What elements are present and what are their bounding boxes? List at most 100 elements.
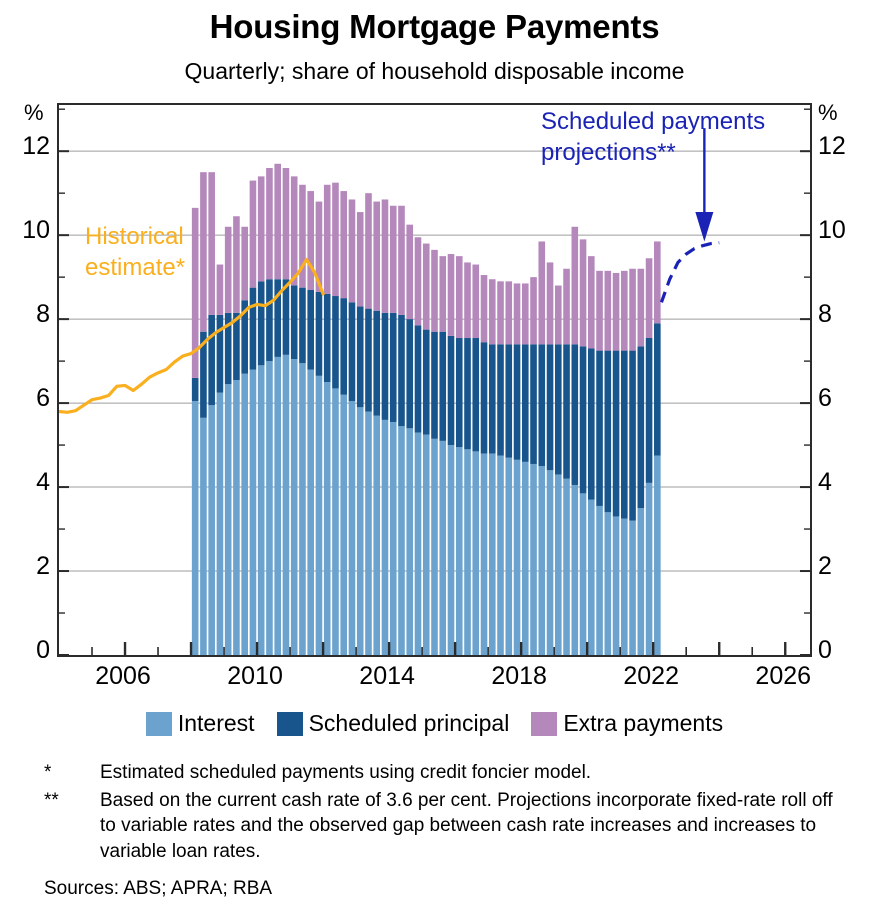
bar-scheduled-principal-53	[629, 350, 636, 521]
bar-interest-16	[323, 382, 331, 655]
bar-extra-payments-13	[299, 184, 306, 288]
bar-scheduled-principal-35	[480, 342, 488, 454]
bar-interest-33	[464, 449, 471, 655]
bar-interest-32	[455, 447, 463, 655]
bar-extra-payments-21	[365, 193, 372, 309]
bar-extra-payments-31	[447, 254, 455, 336]
page-title: Housing Mortgage Payments	[209, 8, 660, 45]
bar-extra-payments-18	[340, 191, 348, 299]
legend-item-scheduled-principal[interactable]: Scheduled principal	[276, 710, 510, 737]
historical-estimate-line	[59, 257, 325, 414]
bar-extra-payments-16	[323, 184, 331, 294]
bar-extra-payments-27	[414, 237, 422, 326]
bar-scheduled-principal-56	[654, 323, 661, 456]
plot-area	[57, 103, 812, 657]
bar-extra-payments-11	[282, 167, 290, 280]
projection-line	[659, 241, 720, 303]
bar-extra-payments-46	[571, 226, 579, 345]
bar-scheduled-principal-52	[621, 350, 628, 519]
bar-interest-29	[431, 438, 438, 655]
y-axis-ticks	[59, 108, 810, 655]
bar-extra-payments-43	[546, 262, 554, 345]
y-tick-label-left-4: 4	[36, 468, 50, 497]
bar-interest-18	[340, 394, 348, 655]
bar-scheduled-principal-8	[257, 281, 265, 366]
bar-extra-payments-17	[332, 182, 339, 297]
bar-interest-55	[645, 482, 653, 655]
bar-extra-payments-3	[216, 264, 224, 315]
bar-scheduled-principal-51	[612, 350, 620, 517]
bar-extra-payments-2	[208, 172, 215, 315]
bar-interest-3	[216, 392, 224, 655]
bar-interest-22	[373, 415, 381, 655]
bar-extra-payments-29	[431, 249, 438, 332]
bar-interest-4	[224, 384, 232, 655]
bar-extra-payments-36	[488, 279, 496, 345]
bar-extra-payments-9	[266, 167, 273, 280]
bar-extra-payments-1	[200, 172, 207, 332]
y-tick-label-left-8: 8	[36, 300, 50, 329]
bar-extra-payments-33	[464, 262, 471, 339]
x-tick-label-2014: 2014	[359, 662, 415, 690]
legend-label: Scheduled principal	[308, 710, 510, 736]
x-tick-label-2018: 2018	[491, 662, 547, 690]
bar-scheduled-principal-31	[447, 335, 455, 446]
y-tick-label-right-8: 8	[818, 300, 832, 329]
bar-scheduled-principal-29	[431, 331, 438, 439]
footnote-text: Estimated scheduled payments using credi…	[100, 762, 592, 783]
bar-extra-payments-49	[596, 270, 603, 351]
bar-scheduled-principal-47	[579, 346, 587, 494]
legend-swatch-icon	[276, 711, 303, 736]
bar-scheduled-principal-7	[249, 287, 257, 370]
bar-extra-payments-28	[422, 243, 430, 330]
bar-extra-payments-7	[249, 180, 257, 288]
x-axis-ticks	[91, 642, 787, 655]
bar-scheduled-principal-40	[521, 344, 529, 462]
legend-item-interest[interactable]: Interest	[145, 710, 255, 737]
bar-extra-payments-25	[398, 205, 405, 315]
bar-extra-payments-23	[381, 199, 389, 313]
footnote-1: * Estimated scheduled payments using cred…	[44, 760, 844, 786]
historical-annotation-line1: Historical	[85, 223, 184, 250]
bar-interest-41	[530, 463, 537, 655]
bar-extra-payments-50	[604, 270, 612, 351]
historical-estimate-annotation: Historical estimate*	[85, 222, 185, 283]
y-tick-label-right-10: 10	[818, 216, 846, 245]
bar-scheduled-principal-42	[538, 344, 546, 467]
bar-scheduled-principal-24	[389, 312, 397, 422]
bar-extra-payments-32	[455, 256, 463, 339]
legend-swatch-icon	[531, 711, 558, 736]
bar-interest-1	[200, 417, 207, 655]
bar-interest-17	[332, 388, 339, 655]
bar-scheduled-principal-26	[406, 319, 414, 429]
bar-interest-30	[439, 440, 447, 655]
bar-interest-45	[563, 478, 570, 655]
legend-label: Interest	[177, 710, 255, 736]
bar-extra-payments-34	[472, 264, 480, 339]
bar-extra-payments-51	[612, 272, 620, 351]
bar-scheduled-principal-21	[365, 308, 372, 412]
bar-extra-payments-8	[257, 176, 265, 282]
bar-scheduled-principal-16	[323, 293, 331, 383]
bar-interest-10	[274, 356, 281, 655]
bar-scheduled-principal-34	[472, 338, 480, 452]
footnotes: * Estimated scheduled payments using cred…	[44, 760, 844, 867]
bar-scheduled-principal-19	[348, 302, 356, 401]
bar-scheduled-principal-46	[571, 344, 579, 485]
bar-interest-6	[241, 373, 248, 655]
bar-extra-payments-39	[513, 283, 521, 345]
bar-interest-46	[571, 484, 579, 655]
chart-legend: Interest Scheduled principal Extra payment…	[0, 710, 869, 737]
footnote-marker: *	[44, 762, 52, 783]
bar-scheduled-principal-27	[414, 325, 422, 433]
y-tick-label-right-6: 6	[818, 384, 832, 413]
bar-scheduled-principal-32	[455, 338, 463, 448]
bar-scheduled-principal-1	[200, 331, 207, 418]
x-tick-label-2026: 2026	[755, 662, 812, 690]
bar-interest-14	[307, 369, 315, 655]
bar-interest-44	[554, 474, 562, 655]
legend-swatch-icon	[145, 711, 172, 736]
x-tick-label-2010: 2010	[227, 662, 283, 690]
legend-item-extra-payments[interactable]: Extra payments	[531, 710, 723, 737]
